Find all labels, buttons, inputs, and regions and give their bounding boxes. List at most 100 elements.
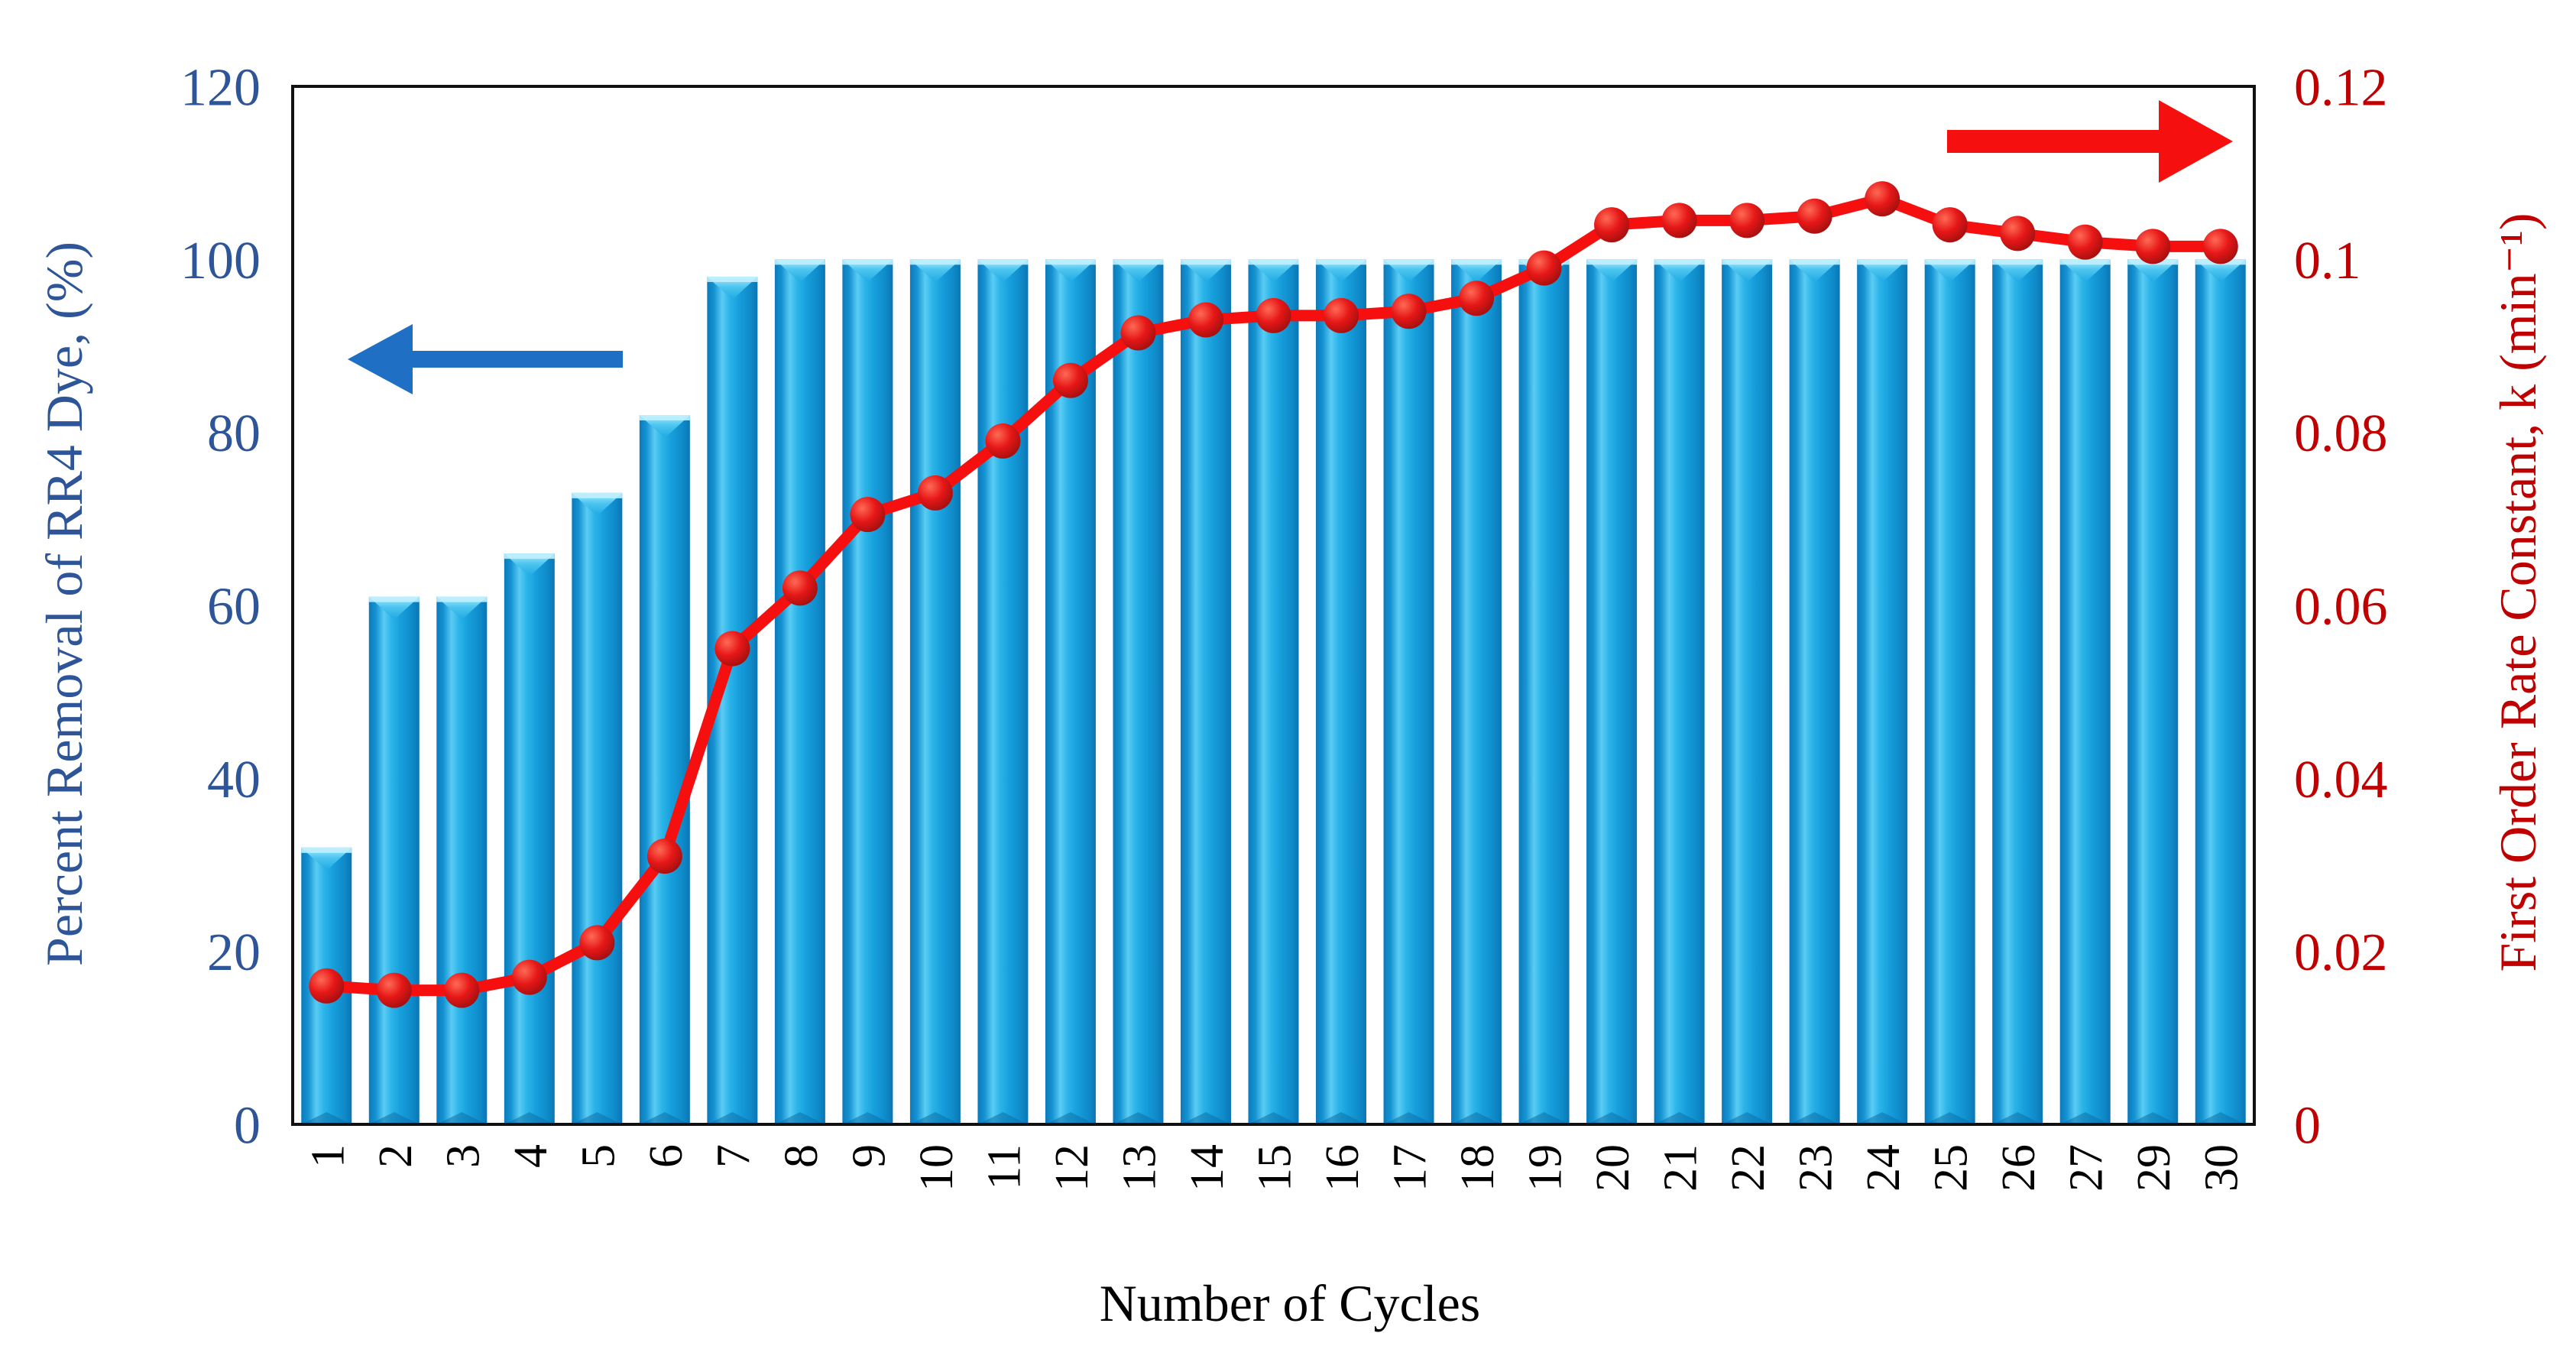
bar-cycle-26 (1992, 259, 2043, 1124)
marker-cycle-18 (1459, 281, 1495, 316)
marker-cycle-23 (1797, 198, 1832, 234)
marker-cycle-1 (309, 968, 345, 1004)
x-tick-23: 23 (1790, 1144, 1842, 1192)
marker-cycle-4 (511, 959, 547, 995)
x-tick-11: 11 (978, 1144, 1030, 1190)
x-tick-5: 5 (572, 1144, 624, 1168)
left-arrow-icon (348, 324, 623, 394)
marker-cycle-14 (1188, 302, 1223, 338)
x-tick-7: 7 (708, 1144, 760, 1168)
x-tick-4: 4 (505, 1144, 557, 1168)
marker-cycle-8 (782, 570, 818, 606)
marker-cycle-27 (2067, 224, 2103, 260)
bar-cycle-9 (842, 259, 893, 1124)
right-tick-0.04: 0.04 (2294, 751, 2388, 809)
x-tick-2: 2 (370, 1144, 422, 1168)
x-tick-24: 24 (1858, 1144, 1910, 1192)
right-tick-0.02: 0.02 (2294, 923, 2388, 982)
x-tick-3: 3 (437, 1144, 489, 1168)
bar-cycle-12 (1045, 259, 1096, 1124)
x-tick-21: 21 (1655, 1144, 1707, 1192)
marker-cycle-26 (2000, 216, 2036, 251)
left-axis-ticks: 0 20 40 60 80 100 120 (180, 59, 261, 1156)
x-tick-22: 22 (1722, 1144, 1774, 1192)
bar-cycle-11 (977, 259, 1029, 1124)
marker-cycle-20 (1594, 207, 1630, 243)
right-axis-ticks: 0 0.02 0.04 0.06 0.08 0.1 0.12 (2294, 59, 2388, 1156)
x-tick-27: 27 (2061, 1144, 2113, 1192)
marker-cycle-24 (1865, 181, 1900, 217)
bar-cycle-16 (1316, 259, 1367, 1124)
right-tick-0.12: 0.12 (2294, 59, 2388, 118)
x-tick-15: 15 (1249, 1144, 1301, 1192)
right-tick-0: 0 (2294, 1097, 2321, 1156)
x-tick-19: 19 (1520, 1144, 1572, 1192)
marker-cycle-5 (579, 925, 615, 961)
right-arrow-icon (1947, 100, 2233, 183)
x-tick-6: 6 (640, 1144, 692, 1168)
left-tick-60: 60 (207, 578, 261, 637)
marker-cycle-17 (1391, 294, 1427, 329)
plot-border (291, 85, 2256, 1126)
marker-cycle-10 (917, 475, 953, 511)
right-tick-0.08: 0.08 (2294, 404, 2388, 463)
bar-cycle-20 (1586, 259, 1638, 1124)
line-markers (309, 181, 2238, 1008)
marker-cycle-11 (985, 423, 1021, 459)
left-tick-0: 0 (234, 1097, 261, 1156)
x-axis-ticks: 1 2 3 4 5 6 7 8 9 10 11 12 13 14 15 16 17 18 19 20 21 22 23 24 2… (302, 1144, 2247, 1192)
marker-cycle-15 (1256, 297, 1291, 333)
right-tick-0.06: 0.06 (2294, 578, 2388, 637)
bar-cycle-10 (909, 259, 961, 1124)
marker-cycle-13 (1120, 315, 1156, 351)
bar-cycle-18 (1451, 259, 1502, 1124)
marker-cycle-16 (1324, 297, 1359, 333)
x-tick-25: 25 (1926, 1144, 1978, 1192)
bar-cycle-4 (504, 553, 555, 1124)
bar-cycle-22 (1722, 259, 1773, 1124)
left-tick-20: 20 (207, 923, 261, 982)
x-tick-20: 20 (1587, 1144, 1639, 1192)
bar-cycle-3 (436, 596, 488, 1124)
x-tick-9: 9 (843, 1144, 895, 1168)
bar-cycle-25 (1924, 259, 1975, 1124)
left-tick-40: 40 (207, 751, 261, 809)
x-tick-26: 26 (1993, 1144, 2045, 1192)
marker-cycle-12 (1052, 362, 1088, 398)
marker-cycle-2 (376, 972, 412, 1008)
x-tick-8: 8 (776, 1144, 828, 1168)
right-tick-0.1: 0.1 (2294, 232, 2361, 290)
bar-cycle-15 (1248, 259, 1299, 1124)
marker-cycle-22 (1729, 203, 1765, 238)
bar-cycle-27 (2059, 259, 2111, 1124)
bar-cycle-23 (1789, 259, 1840, 1124)
marker-cycle-6 (646, 838, 682, 874)
left-tick-120: 120 (180, 59, 261, 118)
x-tick-30: 30 (2196, 1144, 2248, 1192)
x-tick-29: 29 (2128, 1144, 2180, 1192)
x-axis-title: Number of Cycles (1099, 1274, 1481, 1332)
bar-cycle-30 (2195, 259, 2246, 1124)
bar-cycle-8 (774, 259, 825, 1124)
left-tick-100: 100 (180, 232, 261, 290)
bar-cycle-14 (1180, 259, 1231, 1124)
bar-series (301, 259, 2246, 1124)
bar-cycle-19 (1518, 259, 1570, 1124)
left-tick-80: 80 (207, 404, 261, 463)
x-tick-14: 14 (1181, 1144, 1233, 1192)
x-tick-12: 12 (1046, 1144, 1098, 1192)
x-tick-17: 17 (1385, 1144, 1437, 1192)
bar-cycle-24 (1857, 259, 1908, 1124)
bar-cycle-21 (1654, 259, 1705, 1124)
x-tick-18: 18 (1452, 1144, 1504, 1192)
marker-cycle-30 (2202, 229, 2238, 264)
marker-cycle-19 (1526, 250, 1562, 286)
marker-cycle-21 (1661, 203, 1697, 238)
marker-cycle-7 (714, 631, 750, 667)
marker-cycle-29 (2135, 229, 2171, 264)
marker-cycle-3 (444, 972, 480, 1008)
x-tick-13: 13 (1113, 1144, 1165, 1192)
marker-cycle-25 (1932, 207, 1968, 243)
bar-cycle-29 (2127, 259, 2179, 1124)
